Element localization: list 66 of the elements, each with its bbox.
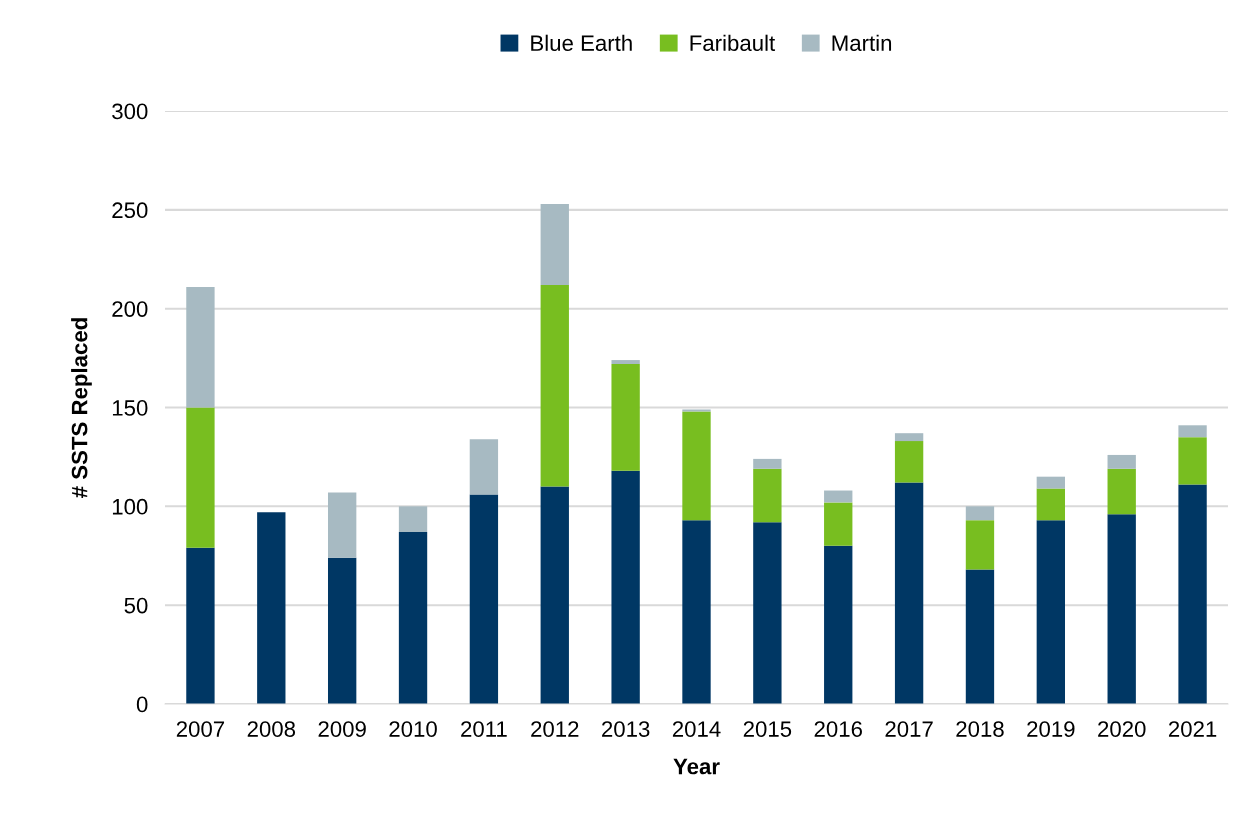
bar [1178,437,1207,485]
x-tick-label: 2010 [389,721,437,737]
bar [824,502,853,546]
x-tick-label: 2016 [814,721,862,737]
bar [824,490,853,503]
bar [186,407,215,548]
x-tick-label: 2018 [956,721,1004,737]
x-tick-label: 2020 [1098,721,1146,737]
y-tick-label: 150 [112,400,148,416]
y-tick-label: 100 [112,498,148,515]
bar [1178,425,1207,438]
x-tick-label: 2021 [1168,721,1217,737]
bar [540,284,569,487]
bar [186,286,215,408]
bar [824,545,853,704]
bar [894,441,924,483]
bar [398,506,428,533]
bar [682,520,711,704]
x-tick-label: 2015 [743,721,792,737]
y-tick-label: 300 [112,103,148,120]
bar [753,458,782,469]
bar [327,492,357,558]
x-tick-label: 2008 [247,721,296,737]
x-tick-label: 2017 [885,721,933,737]
bar [611,360,640,365]
x-tick-label: 2009 [318,721,366,737]
y-axis-title: # SSTS Replaced [71,318,92,498]
bar [1107,454,1136,469]
x-tick-label: 2011 [461,721,507,737]
bar [540,486,569,704]
bar [469,494,499,704]
bar [1107,514,1136,704]
bar [540,203,569,285]
bar [257,512,286,704]
x-tick-label: 2019 [1027,721,1075,737]
legend-label: Blue Earth [531,34,632,52]
bar [753,522,782,704]
x-axis-title: Year [673,758,720,775]
bar [965,506,995,521]
x-tick-label: 2014 [672,721,721,737]
bar [965,520,995,570]
bar [965,569,995,704]
bar [186,547,215,704]
x-tick-label: 2012 [531,721,579,737]
x-tick-label: 2007 [176,721,225,737]
bar [1036,476,1066,489]
x-tick-label: 2013 [602,721,650,737]
bar [469,439,499,495]
bar [398,532,428,704]
y-tick-label: 200 [112,301,148,317]
legend-label: Martin [832,34,892,52]
y-tick-label: 50 [124,597,148,614]
bar [682,411,711,521]
bar [753,468,782,523]
y-tick-label: 0 [136,696,148,713]
bar [327,557,357,704]
bar [1036,488,1066,521]
bar [611,470,640,704]
bar [611,364,640,471]
bar [894,433,924,442]
bar [1036,520,1066,704]
bar [1107,468,1136,515]
bar [1178,484,1207,704]
y-tick-label: 250 [112,202,148,219]
legend-label: Faribault [690,34,776,52]
bar [894,482,924,704]
